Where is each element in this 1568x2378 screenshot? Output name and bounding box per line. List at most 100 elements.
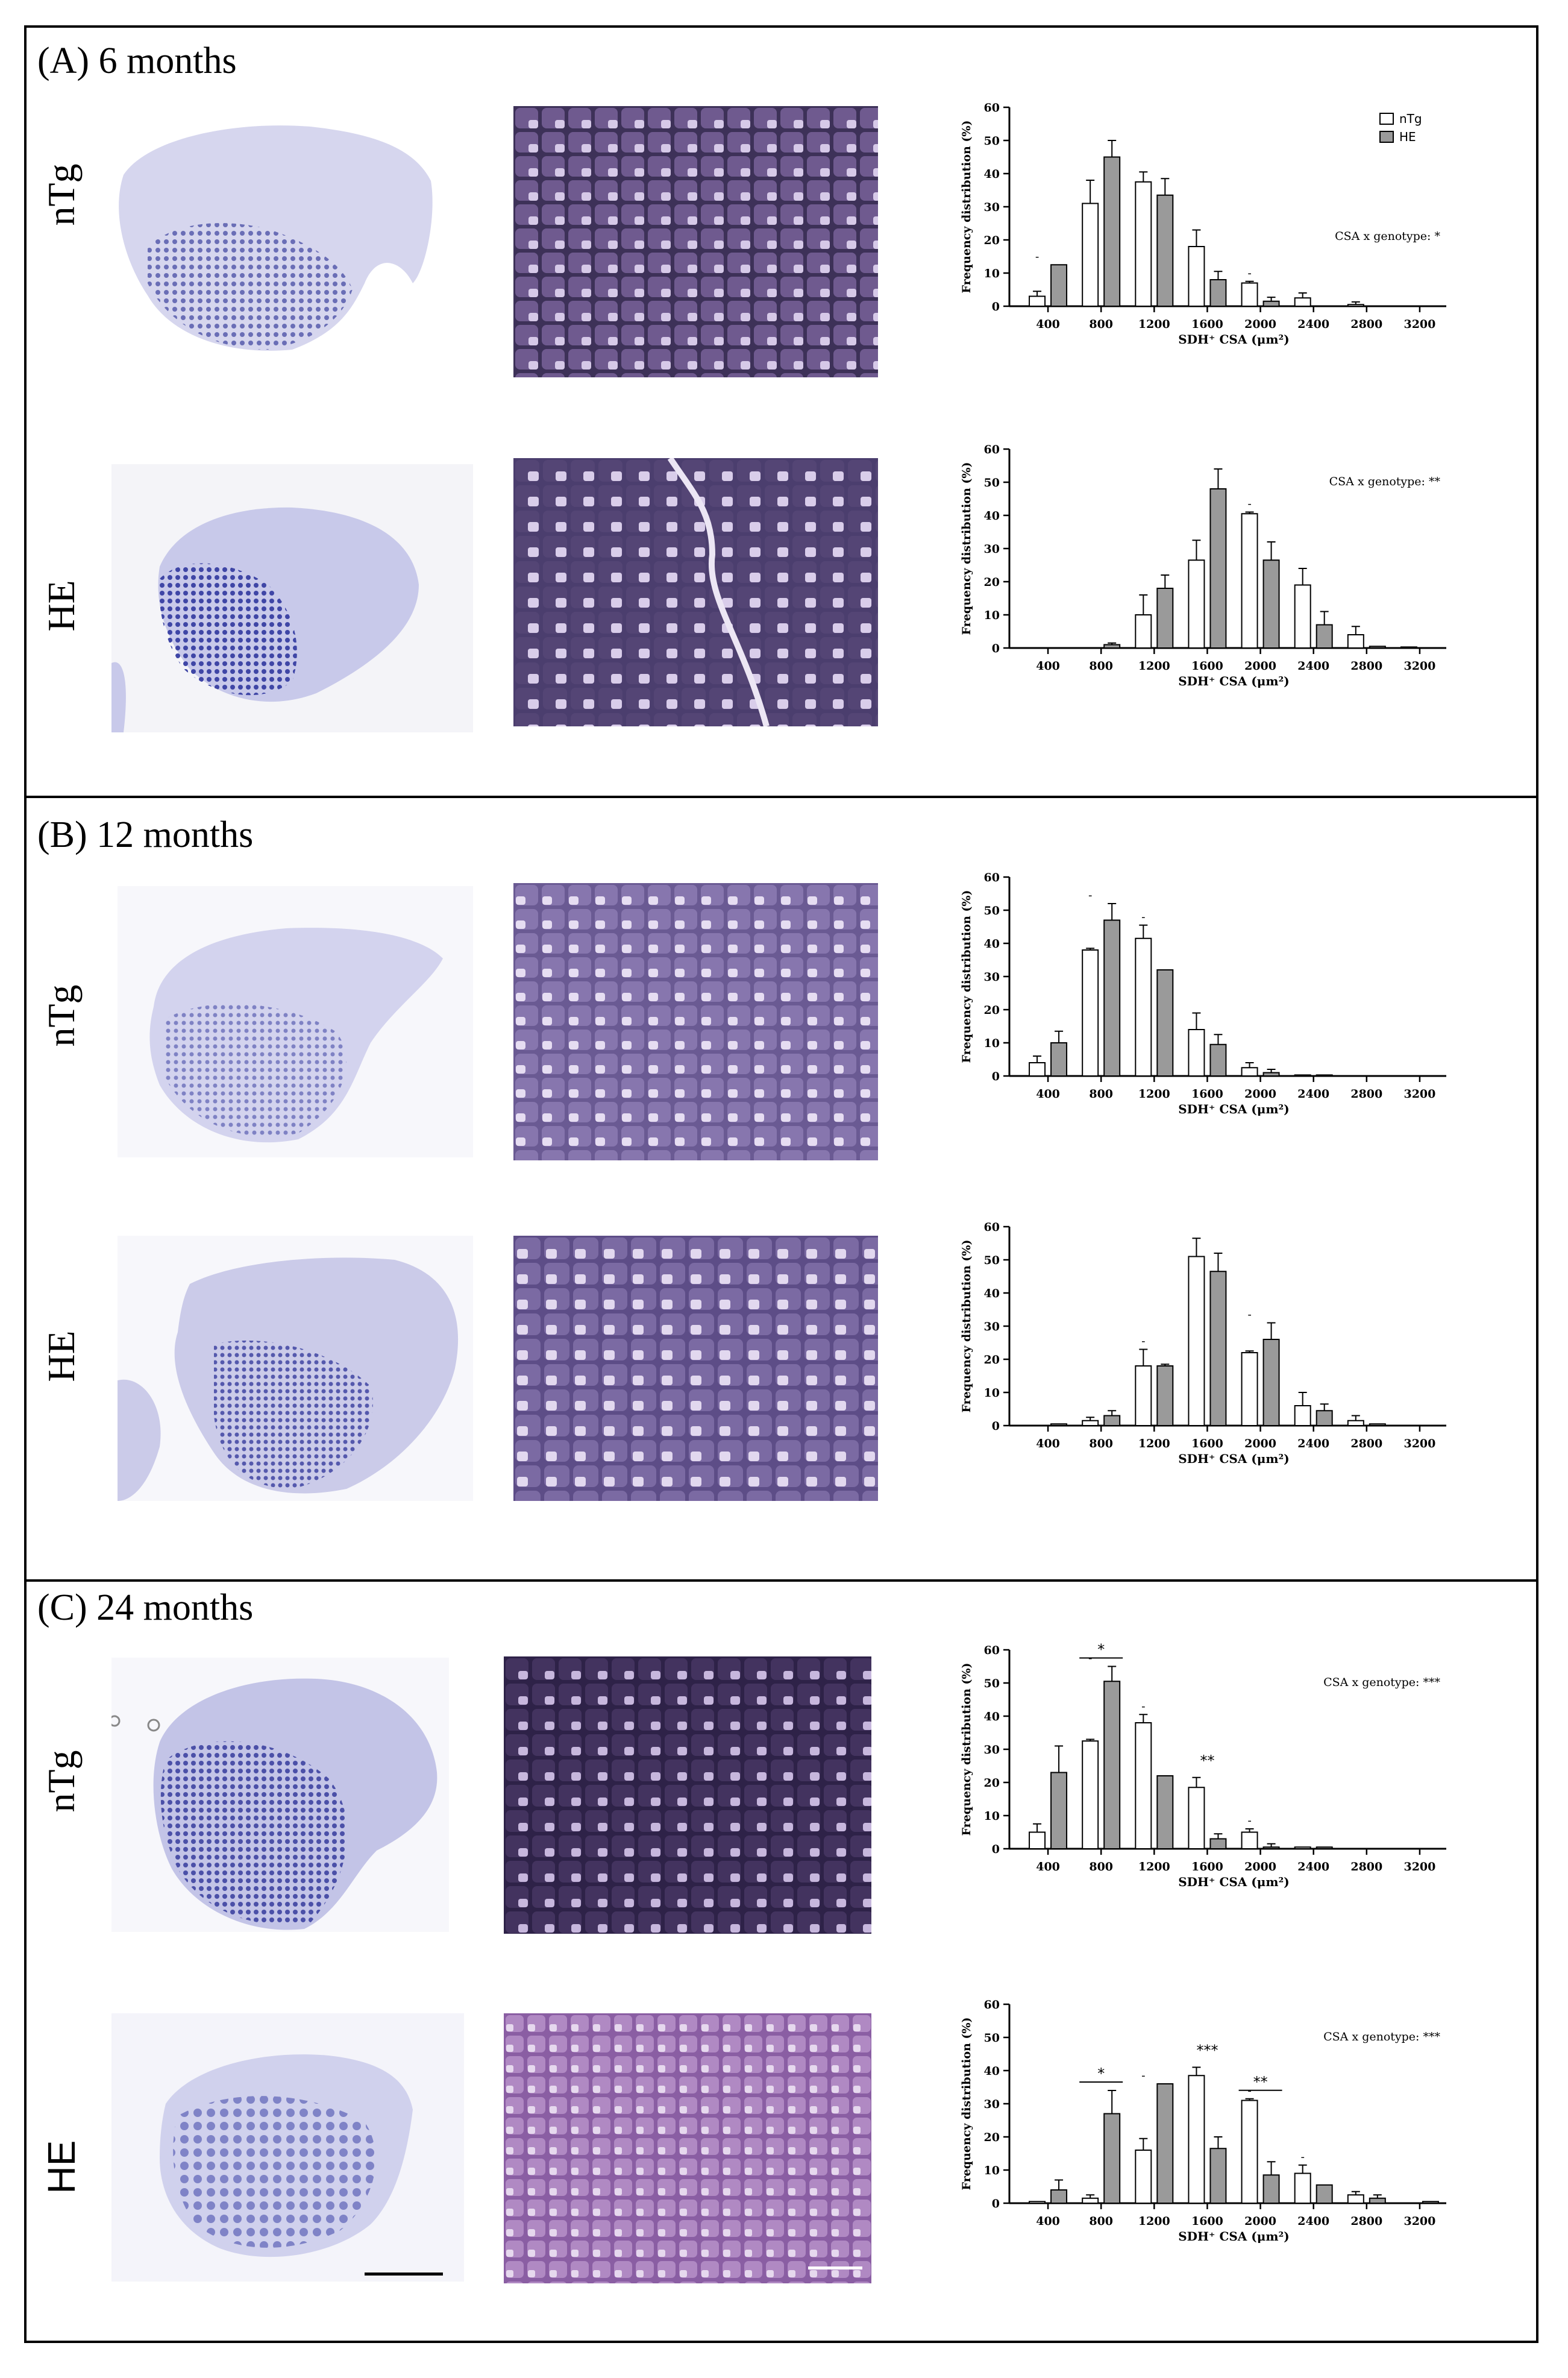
x-tick-label: 2800	[1350, 659, 1382, 673]
bar-he	[1103, 1681, 1121, 1849]
x-tick-label: 1200	[1138, 1087, 1170, 1101]
bar-he	[1262, 559, 1280, 649]
y-tick-label: 60	[984, 871, 1000, 884]
x-tick-label: 2000	[1244, 1087, 1276, 1101]
chart-svg: 0 10 20 30 40 50 60 400 800 1200 1600 2000 2400 2800 3…	[960, 443, 1446, 688]
x-tick-label: 800	[1089, 1860, 1113, 1873]
significance-label: *	[1097, 2065, 1105, 2082]
y-tick-label: 0	[992, 1070, 1000, 1083]
section-image-b-ntg	[118, 886, 473, 1157]
y-tick-label: 40	[984, 937, 1000, 951]
bar-ntg	[1347, 634, 1364, 649]
bar-he	[1209, 1838, 1227, 1849]
significance-mark: -	[1141, 1700, 1146, 1713]
x-tick-label: 1600	[1191, 318, 1223, 331]
bar-ntg	[1294, 2172, 1311, 2204]
chart-svg: 0 10 20 30 40 50 60 400 800 1200 1600 2000 2400 2800 3…	[960, 1641, 1446, 1889]
interaction-annotation: CSA x genotype: *	[1335, 230, 1440, 243]
x-tick-label: 2000	[1244, 318, 1276, 331]
bar-he	[1050, 1772, 1068, 1849]
y-tick-label: 10	[984, 267, 1000, 280]
bar-ntg	[1135, 181, 1152, 307]
x-tick-label: 800	[1089, 659, 1113, 673]
bar-ntg	[1029, 295, 1046, 307]
chart-c-he: 0 10 20 30 40 50 60 400 800 1200 1600 2000 2400 2800 3…	[946, 1998, 1458, 2244]
legend-label: HE	[1399, 130, 1416, 144]
significance-mark: -	[1088, 889, 1093, 902]
scale-bar-histology	[808, 2266, 862, 2269]
y-tick-label: 20	[984, 234, 1000, 247]
significance-label: ***	[1196, 2042, 1218, 2059]
chart-a-ntg: 0 10 20 30 40 50 60 400 800 1200 1600 2000 2400 2800 3…	[946, 101, 1458, 347]
histology-image-c-ntg	[504, 1656, 871, 1934]
bar-ntg	[1294, 297, 1311, 307]
x-tick-label: 3200	[1403, 1087, 1435, 1101]
row-label-c-he: HE	[40, 2140, 83, 2194]
x-tick-label: 2800	[1350, 2215, 1382, 2228]
x-tick-label: 2400	[1297, 1087, 1329, 1101]
significance-mark: -	[1141, 911, 1146, 923]
panel-divider-ab	[24, 796, 1538, 798]
significance-mark: -	[1141, 2069, 1146, 2082]
bar-he	[1209, 1043, 1227, 1077]
x-tick-label: 1600	[1191, 659, 1223, 673]
chart-svg: 0 10 20 30 40 50 60 400 800 1200 1600 2000 2400 2800 3…	[960, 1998, 1446, 2244]
y-tick-label: 60	[984, 101, 1000, 115]
bar-he	[1103, 156, 1121, 307]
chart-a-he: 0 10 20 30 40 50 60 400 800 1200 1600 2000 2400 2800 3…	[946, 443, 1458, 688]
bar-ntg	[1294, 1074, 1311, 1077]
x-tick-label: 400	[1036, 1087, 1060, 1101]
section-image-a-he	[111, 464, 473, 732]
y-axis-label: Frequency distribution (%)	[960, 121, 973, 294]
x-tick-label: 800	[1089, 1087, 1113, 1101]
row-label-a-he: HE	[40, 580, 83, 632]
y-tick-label: 0	[992, 2197, 1000, 2210]
bar-ntg	[1294, 1846, 1311, 1849]
y-tick-label: 50	[984, 904, 1000, 917]
bar-ntg	[1082, 949, 1099, 1077]
panel-title-a: (A) 6 months	[37, 40, 237, 81]
y-tick-label: 0	[992, 642, 1000, 655]
y-tick-label: 30	[984, 201, 1000, 214]
significance-mark: -	[1247, 1814, 1252, 1827]
x-tick-label: 1200	[1138, 2215, 1170, 2228]
x-tick-label: 1200	[1138, 659, 1170, 673]
y-tick-label: 60	[984, 1644, 1000, 1657]
figure-frame	[24, 25, 1538, 2343]
y-tick-label: 10	[984, 1386, 1000, 1400]
y-tick-label: 0	[992, 1420, 1000, 1433]
bar-ntg	[1188, 246, 1205, 307]
x-tick-label: 2400	[1297, 1860, 1329, 1873]
x-axis-label: SDH⁺ CSA (μm²)	[1178, 332, 1290, 347]
row-label-b-he: HE	[40, 1330, 83, 1382]
bar-he	[1156, 2083, 1174, 2204]
interaction-annotation: CSA x genotype: ***	[1323, 1676, 1440, 1689]
bar-he	[1156, 969, 1174, 1077]
significance-label: *	[1097, 1641, 1105, 1658]
x-tick-label: 1200	[1138, 1437, 1170, 1450]
bar-he	[1422, 2201, 1439, 2204]
y-tick-label: 20	[984, 1004, 1000, 1017]
bar-he	[1316, 1846, 1333, 1849]
x-tick-label: 3200	[1403, 1860, 1435, 1873]
x-tick-label: 2800	[1350, 318, 1382, 331]
bar-he	[1156, 1775, 1174, 1849]
bar-he	[1103, 2113, 1121, 2204]
bar-ntg	[1241, 513, 1258, 649]
bar-ntg	[1241, 282, 1258, 307]
x-tick-label: 3200	[1403, 2215, 1435, 2228]
x-axis-label: SDH⁺ CSA (μm²)	[1178, 2229, 1290, 2244]
y-tick-label: 50	[984, 1254, 1000, 1267]
bar-he	[1316, 1074, 1333, 1077]
bar-ntg	[1347, 1420, 1364, 1426]
bar-ntg	[1135, 1365, 1152, 1426]
bar-he	[1316, 1410, 1333, 1426]
bar-he	[1050, 1423, 1068, 1426]
bar-ntg	[1135, 937, 1152, 1077]
y-tick-label: 40	[984, 2065, 1000, 2078]
bar-ntg	[1188, 559, 1205, 649]
bar-ntg	[1241, 1352, 1258, 1426]
chart-b-he: 0 10 20 30 40 50 60 400 800 1200 1600 2000 2400 2800 3…	[946, 1221, 1458, 1466]
legend-swatch-ntg	[1379, 113, 1394, 125]
y-tick-label: 0	[992, 1843, 1000, 1856]
